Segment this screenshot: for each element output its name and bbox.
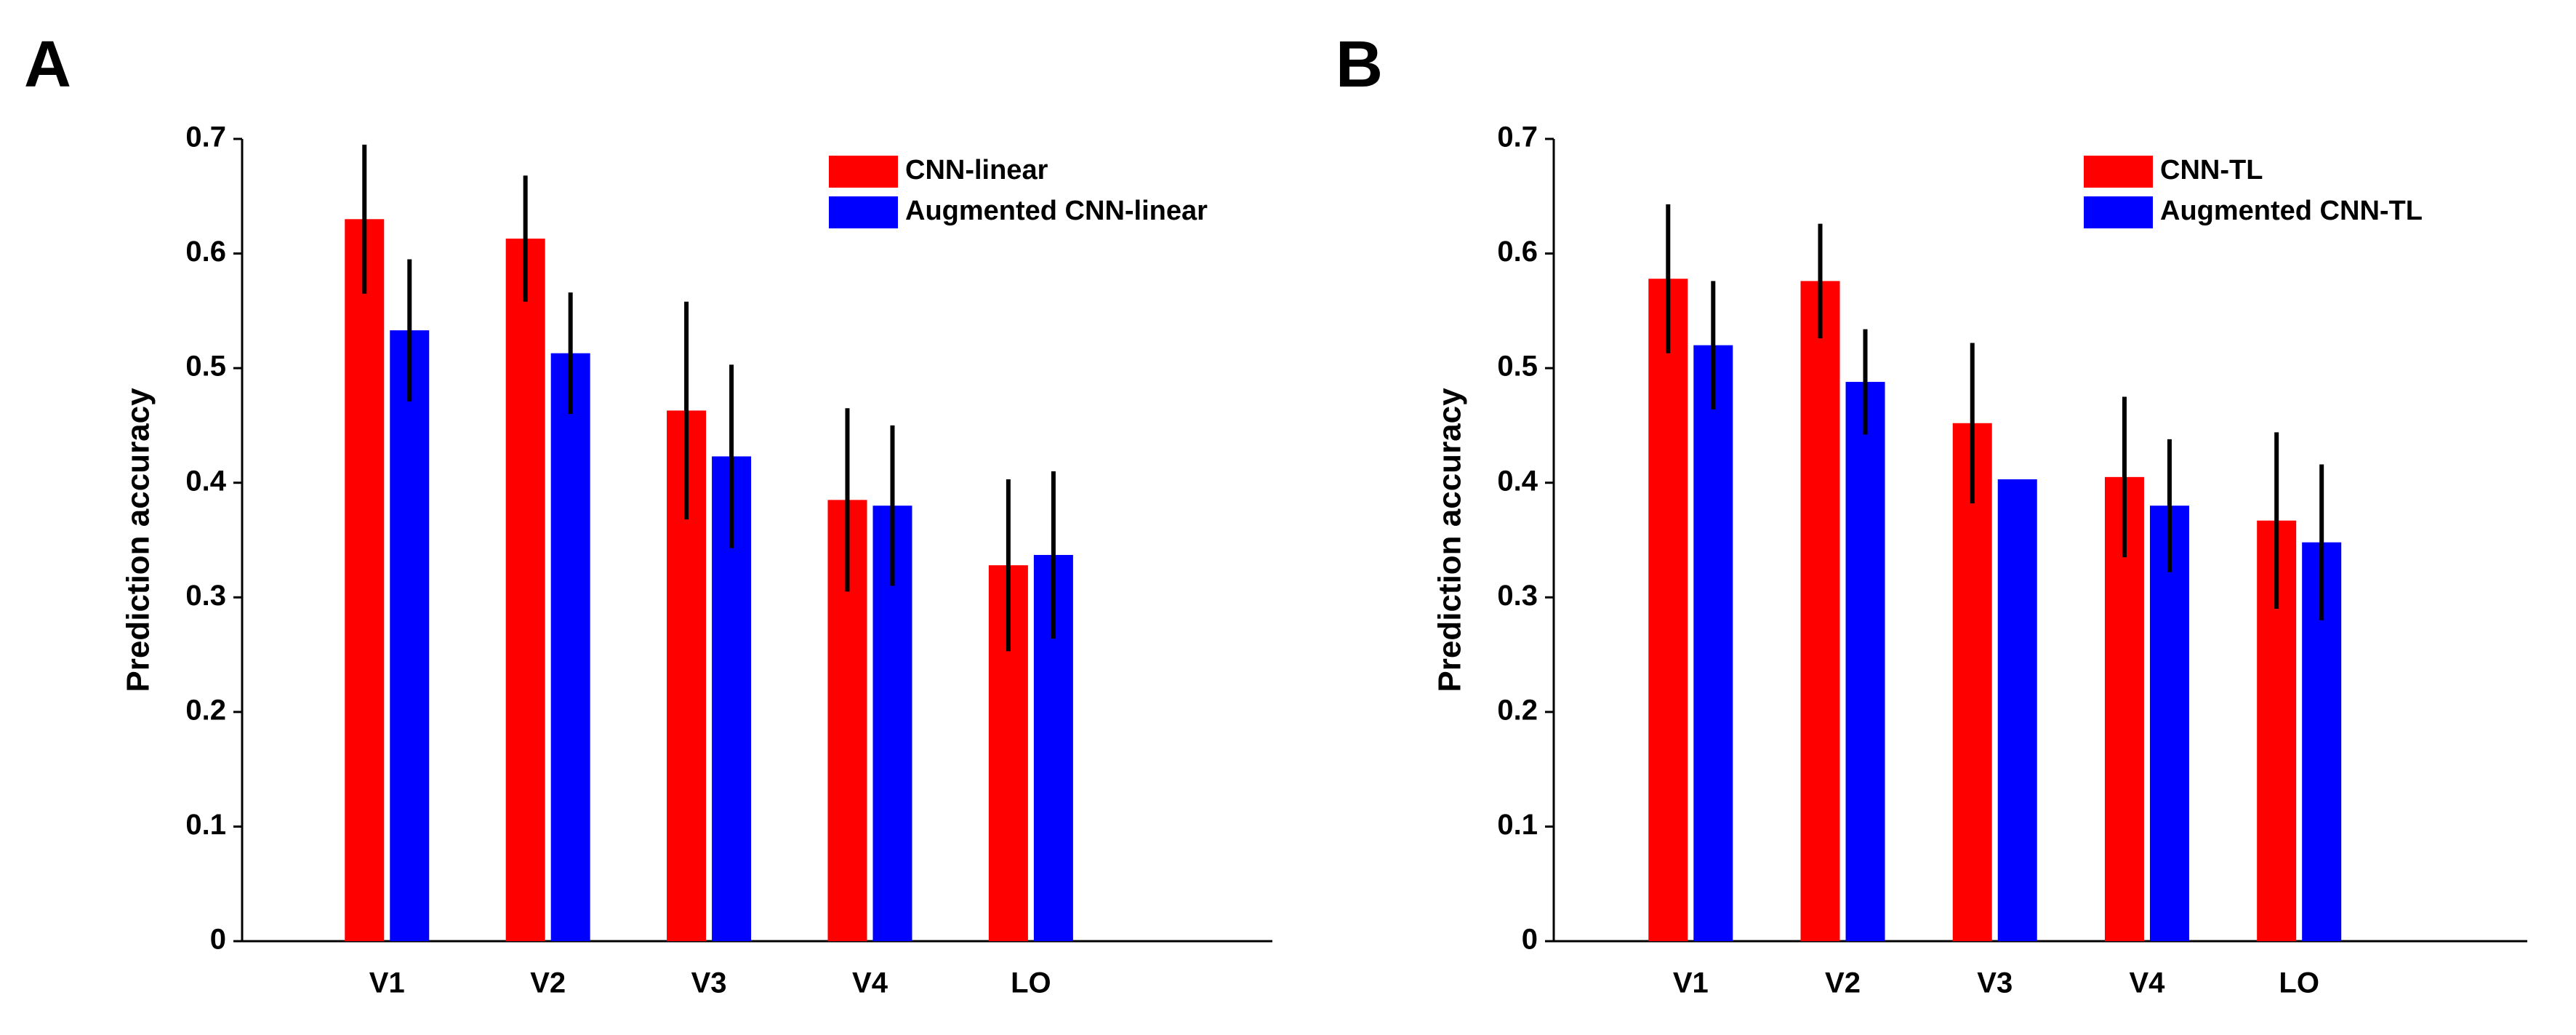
- x-tick-label: LO: [1011, 967, 1051, 999]
- x-tick-label: V3: [691, 967, 727, 999]
- legend-swatch: [829, 156, 898, 188]
- y-tick-label: 0.7: [1497, 121, 1538, 153]
- bar: [345, 219, 385, 941]
- bar: [1845, 382, 1885, 941]
- bar: [1648, 279, 1688, 941]
- x-tick-label: V3: [1977, 967, 2013, 999]
- y-tick-label: 0: [1522, 924, 1538, 956]
- x-tick-label: V2: [530, 967, 566, 999]
- y-tick-label: 0.7: [185, 121, 226, 153]
- bar: [550, 353, 590, 941]
- y-tick-label: 0.2: [1497, 694, 1538, 726]
- y-tick-label: 0.6: [185, 236, 226, 268]
- bar: [505, 239, 545, 941]
- bar: [1693, 345, 1733, 942]
- y-tick-label: 0.1: [185, 809, 226, 841]
- x-tick-label: LO: [2279, 967, 2319, 999]
- bar: [1997, 479, 2037, 941]
- y-tick-label: 0: [210, 924, 226, 956]
- y-tick-label: 0.4: [1497, 465, 1538, 497]
- panel-label: A: [24, 28, 71, 101]
- y-tick-label: 0.3: [1497, 580, 1538, 612]
- x-tick-label: V1: [1673, 967, 1709, 999]
- y-tick-label: 0.1: [1497, 809, 1538, 841]
- y-tick-label: 0.4: [185, 465, 226, 497]
- x-tick-label: V2: [1825, 967, 1861, 999]
- bar: [2149, 505, 2189, 941]
- y-tick-label: 0.2: [185, 694, 226, 726]
- y-axis-label: Prediction accuracy: [1432, 388, 1468, 692]
- legend-swatch: [2084, 156, 2153, 188]
- bar: [390, 330, 430, 941]
- legend-label: CNN-linear: [905, 155, 1048, 185]
- x-tick-label: V1: [369, 967, 405, 999]
- y-tick-label: 0.3: [185, 580, 226, 612]
- legend-label: CNN-TL: [2160, 155, 2263, 185]
- bar: [1952, 423, 1992, 941]
- bar: [1800, 281, 1840, 942]
- y-tick-label: 0.6: [1497, 236, 1538, 268]
- legend-label: Augmented CNN-TL: [2160, 196, 2423, 226]
- legend-label: Augmented CNN-linear: [905, 196, 1208, 226]
- panel-label: B: [1336, 28, 1383, 101]
- y-tick-label: 0.5: [185, 351, 226, 383]
- y-tick-label: 0.5: [1497, 351, 1538, 383]
- x-tick-label: V4: [852, 967, 888, 999]
- y-axis-label: Prediction accuracy: [121, 388, 156, 692]
- legend-swatch: [829, 196, 898, 228]
- legend-swatch: [2084, 196, 2153, 228]
- x-tick-label: V4: [2129, 967, 2165, 999]
